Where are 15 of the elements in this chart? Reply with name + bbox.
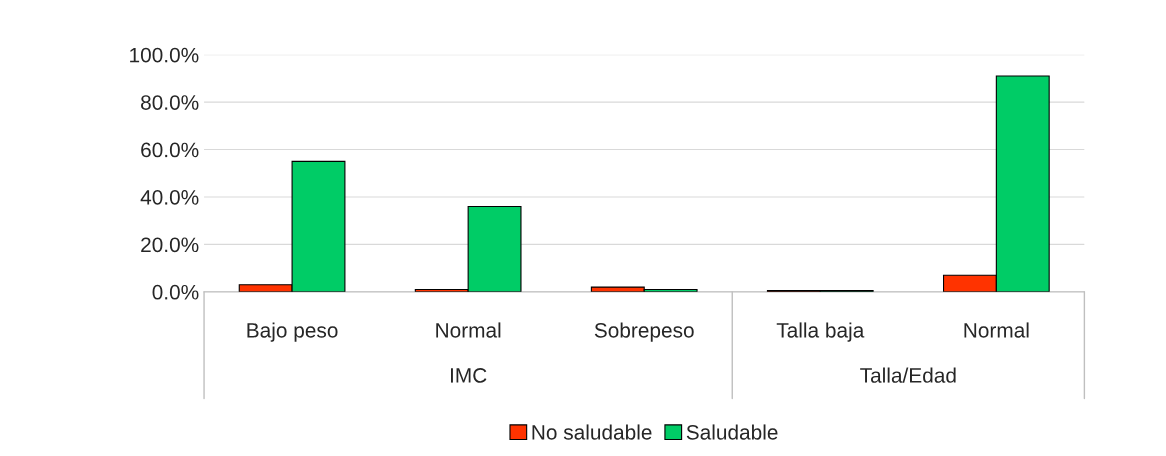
y-tick-label: 20.0% — [141, 237, 199, 253]
text: IMC — [450, 368, 487, 383]
x-tick-label: Normal — [964, 322, 1029, 338]
x-tick-label: Talla baja — [776, 322, 865, 342]
y-tick-label: 100.0% — [130, 47, 199, 63]
y-tick-label: 0.0% — [152, 284, 199, 300]
x-tick-label: Normal — [436, 322, 501, 338]
y-tick-label: 40.0% — [140, 189, 199, 205]
legend-label: No saludable — [532, 424, 652, 440]
x-tick-label: Sobrepeso — [594, 322, 694, 342]
y-tick-label: 60.0% — [141, 142, 199, 158]
y-tick-label: 80.0% — [141, 95, 199, 110]
text: Talla/Edad — [860, 367, 956, 383]
legend-label: Saludable — [686, 424, 778, 440]
x-tick-label: Bajo peso — [247, 322, 338, 342]
